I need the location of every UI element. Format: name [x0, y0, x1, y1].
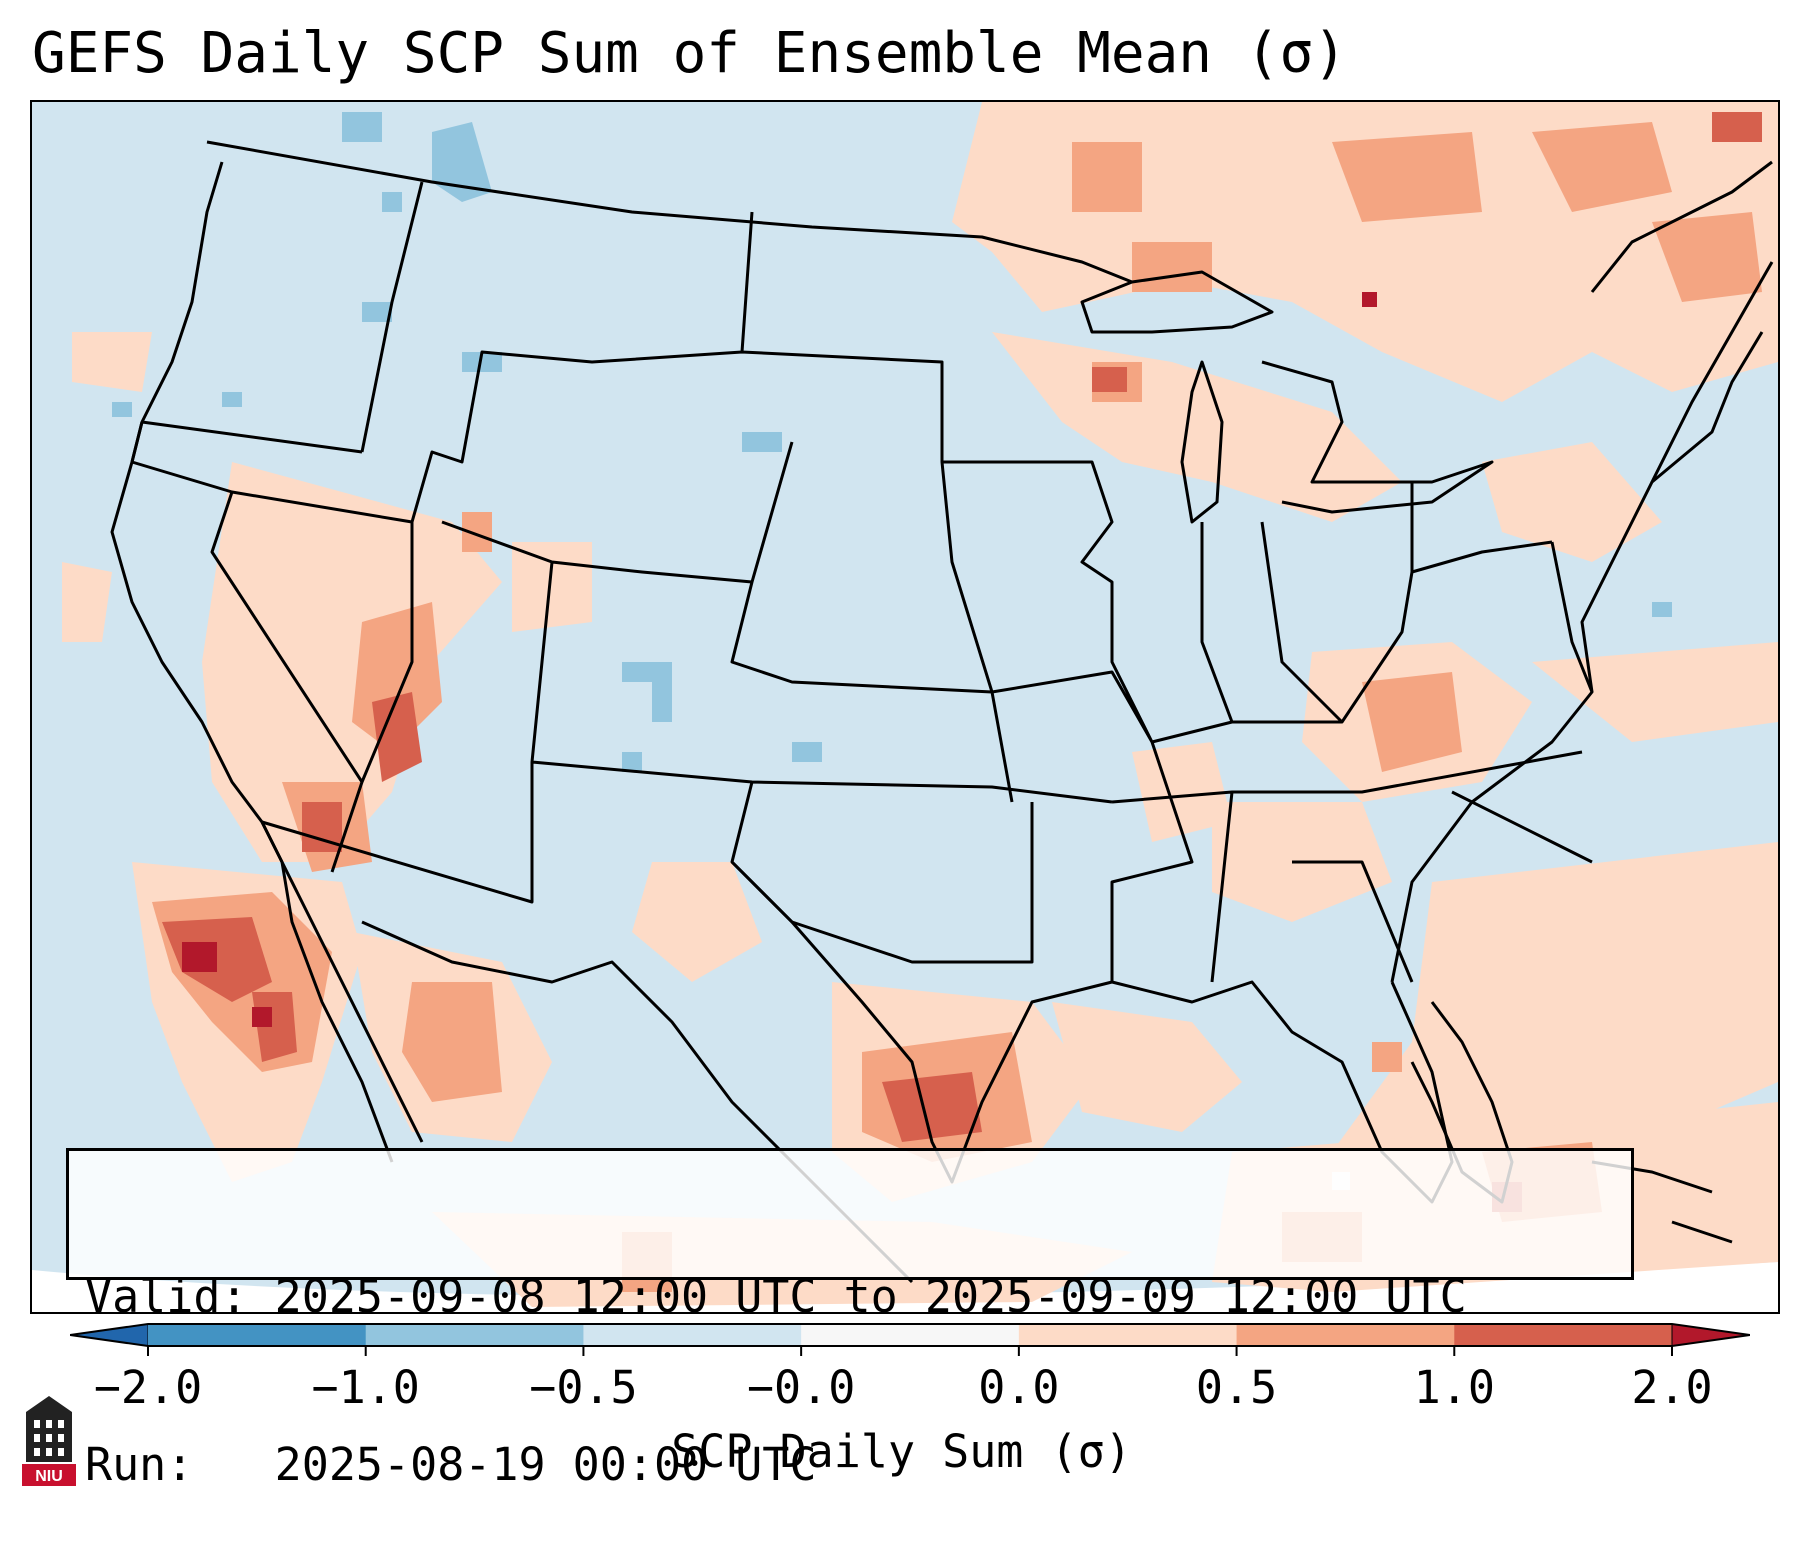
state-lines [130, 181, 1594, 983]
colorbar-segments [70, 1323, 1750, 1347]
positive-anomaly-dark [182, 292, 1377, 1027]
run-time-text: Run: 2025-08-19 00:00 UTC [85, 1438, 817, 1491]
colorbar-segment [583, 1324, 802, 1346]
validity-info-box: Valid: 2025-09-08 12:00 UTC to 2025-09-0… [66, 1148, 1634, 1491]
colorbar-extend-max [1671, 1323, 1750, 1347]
logo-banner [22, 1464, 76, 1486]
positive-anomaly-strong [162, 112, 1762, 1212]
valid-time-text: Valid: 2025-09-08 12:00 UTC to 2025-09-0… [85, 1270, 1467, 1323]
us-canada-border [206, 140, 1133, 284]
colorbar-tick-label: −0.0 [746, 1361, 856, 1414]
colorbar [70, 1323, 1750, 1356]
colorbar-segment [801, 1324, 1020, 1346]
colorbar-tick-label: −2.0 [93, 1361, 203, 1414]
east-coast [1390, 331, 1764, 983]
maritimes-coast [1590, 160, 1774, 483]
colorbar-tick-label: 1.0 [1413, 1361, 1495, 1414]
anomaly-map [32, 102, 1778, 1312]
map-title: GEFS Daily SCP Sum of Ensemble Mean (σ) [32, 21, 1347, 86]
negative-anomaly-light [112, 112, 1672, 772]
baja-coast [260, 821, 424, 1143]
lake-superior [1080, 270, 1274, 334]
outside-projection-area [32, 1262, 1778, 1312]
colorbar-ticks [147, 1346, 1673, 1356]
colorbar-extend-min [70, 1323, 149, 1347]
colorbar-segment [365, 1324, 584, 1346]
colorbar-tick-label: −1.0 [311, 1361, 420, 1414]
colorbar-tick-label: 0.0 [978, 1361, 1060, 1414]
logo-text: NIU [35, 1468, 63, 1485]
colorbar-segment [1236, 1324, 1455, 1346]
colorbar-label: SCP Daily Sum (σ) [671, 1425, 1132, 1478]
colorbar-tick-label: −0.5 [529, 1361, 638, 1414]
map-panel[interactable] [30, 100, 1780, 1314]
lake-huron-erie [1261, 360, 1494, 514]
colorbar-tick-label: 2.0 [1631, 1361, 1713, 1414]
colorbar-tick-label: 0.5 [1195, 1361, 1278, 1414]
west-coast [110, 161, 394, 1163]
colorbar-segment [148, 1324, 367, 1346]
colorbar-segment [1018, 1324, 1238, 1346]
lake-michigan [1180, 360, 1224, 524]
logo-building [26, 1396, 72, 1462]
colorbar-segment [1454, 1324, 1673, 1346]
niu-logo: NIU [22, 1396, 76, 1486]
